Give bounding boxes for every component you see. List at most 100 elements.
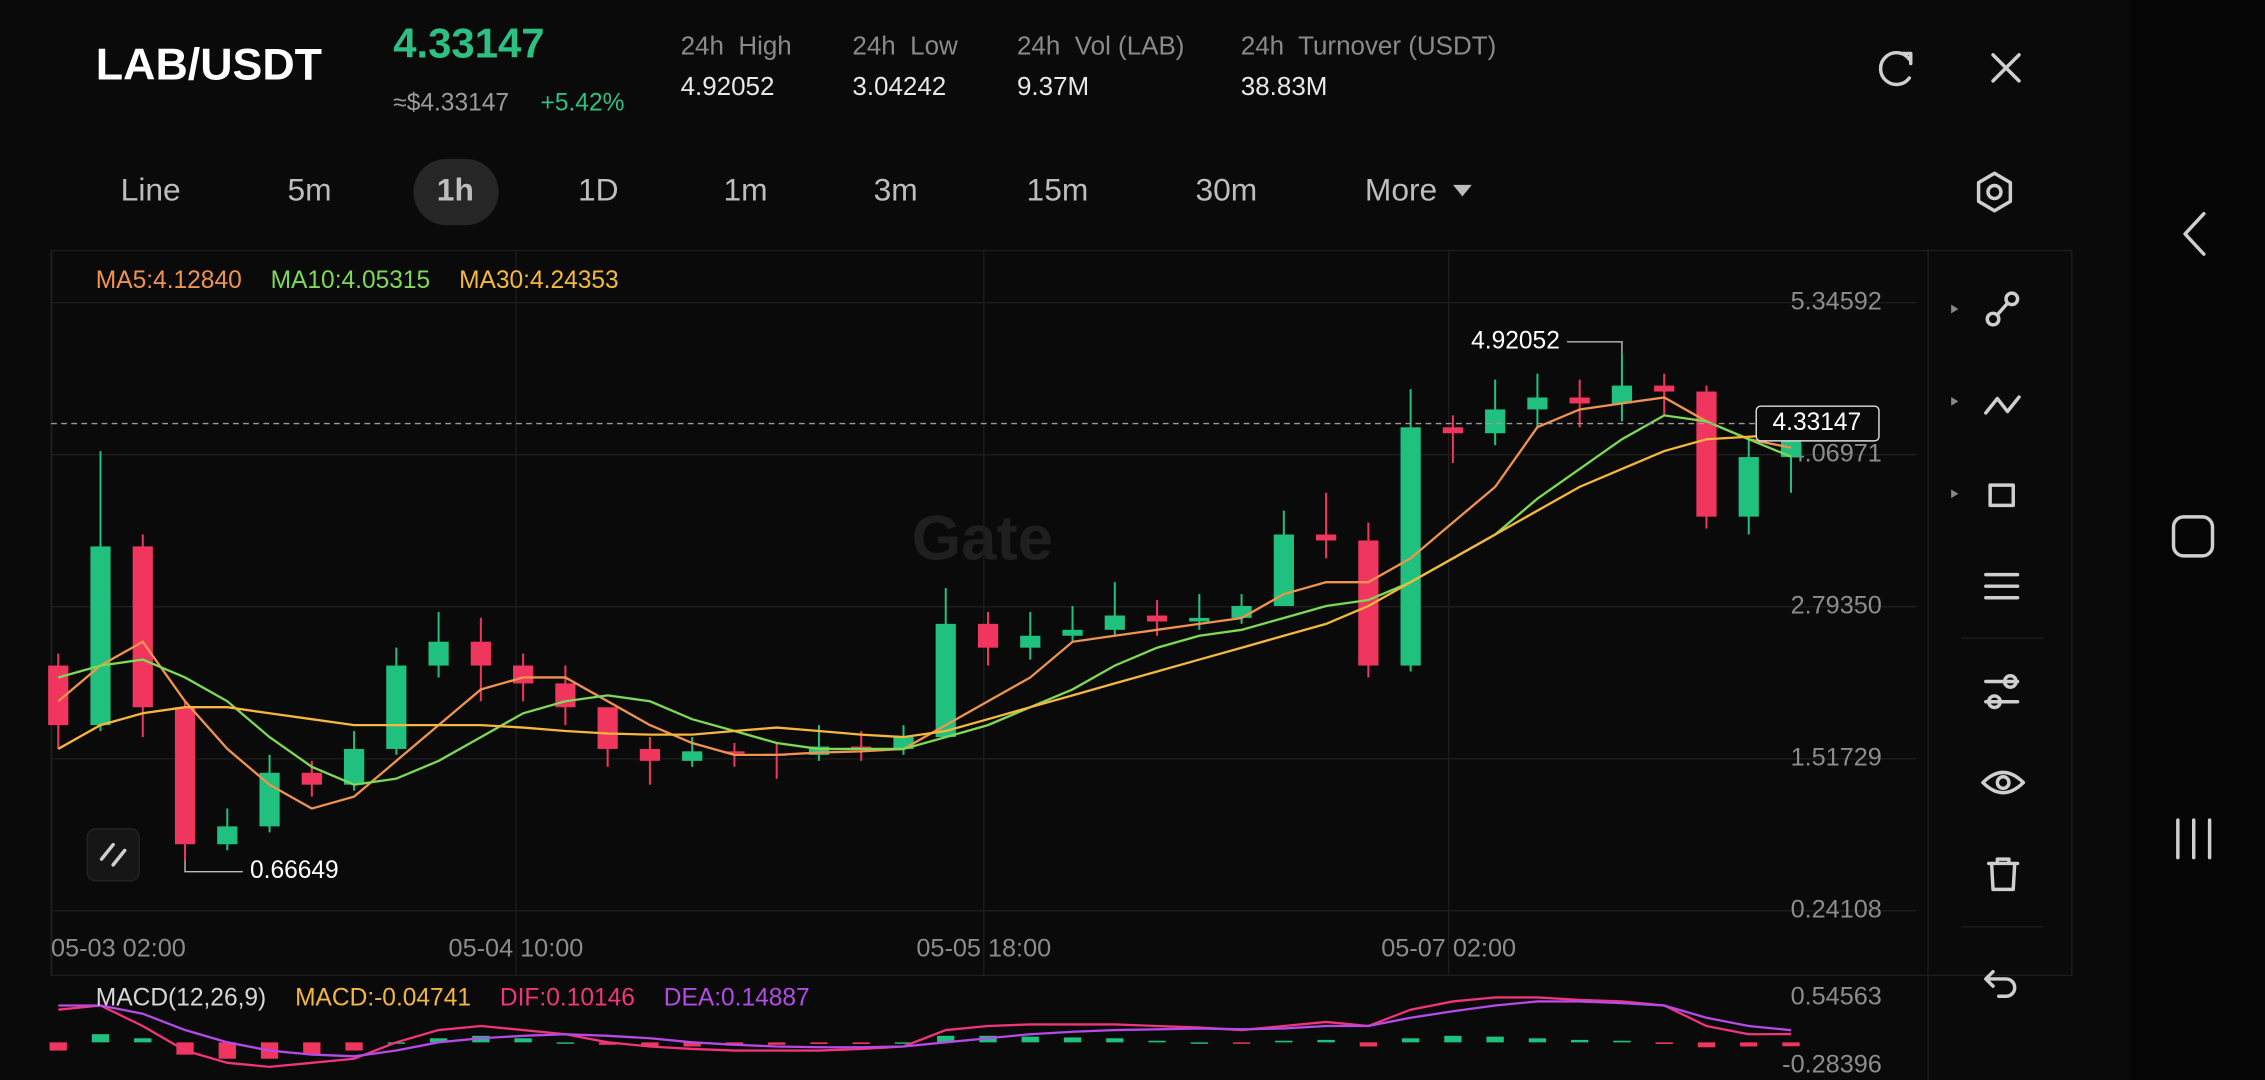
- stat-label: 24h Turnover (USDT): [1241, 31, 1496, 61]
- undo-tool[interactable]: [1984, 969, 2017, 998]
- nav-recents[interactable]: [2176, 818, 2212, 860]
- candle-body: [48, 665, 69, 726]
- shape-tool[interactable]: [1988, 483, 2015, 508]
- min-leader: [184, 860, 243, 873]
- last-price: 4.33147: [393, 19, 544, 66]
- y-tick-label: -0.28396: [1782, 1050, 1882, 1078]
- timeframe-button[interactable]: 15m: [1027, 171, 1089, 207]
- candle-body: [1611, 385, 1633, 404]
- last-price-tag-bg: [1755, 405, 1880, 442]
- timeframe-button[interactable]: More: [1365, 171, 1437, 207]
- timeframe-button[interactable]: 1h: [437, 171, 474, 207]
- candle-body: [1569, 397, 1590, 404]
- drawing-toolbar: [1951, 291, 2044, 998]
- candle-body: [977, 623, 999, 648]
- candle-body: [1104, 615, 1125, 630]
- nav-back[interactable]: [2183, 211, 2206, 256]
- timeframe-button[interactable]: 5m: [287, 171, 331, 207]
- ma-line: [57, 396, 1792, 810]
- macd-bar: [345, 1042, 363, 1051]
- indicator-tool[interactable]: [1984, 673, 2020, 710]
- candle-body: [1316, 534, 1337, 541]
- candle-body: [1400, 427, 1421, 666]
- candle-body: [1189, 617, 1210, 622]
- macd-bar: [1063, 1037, 1082, 1043]
- timeframe-button[interactable]: 1m: [723, 171, 767, 207]
- macd-bar: [1528, 1038, 1547, 1043]
- legend-entry: MACD:-0.04741: [295, 985, 471, 1012]
- settings-button[interactable]: [1976, 171, 2013, 213]
- candle-body: [1527, 397, 1548, 410]
- macd-bar: [1486, 1036, 1504, 1043]
- candle-body: [1738, 457, 1759, 517]
- x-tick-label: 05-04 10:00: [449, 935, 584, 963]
- timeframe-button[interactable]: 30m: [1195, 171, 1257, 207]
- macd-bar: [1190, 1042, 1208, 1044]
- macd-bar: [1106, 1038, 1124, 1043]
- refresh-button[interactable]: [1878, 51, 1913, 87]
- candle-body: [1146, 615, 1168, 622]
- last-price-tag: 4.33147: [1773, 409, 1862, 436]
- candle-body: [1654, 385, 1675, 392]
- macd-line: [58, 1000, 1792, 1058]
- macd-bar: [810, 1042, 828, 1045]
- candle-body: [174, 707, 196, 845]
- expand-carets: [1951, 304, 1959, 499]
- candle-body: [597, 707, 618, 749]
- legend-entry: MA5:4.12840: [96, 267, 242, 294]
- stat-label: 24h Vol (LAB): [1017, 31, 1184, 61]
- macd-bar: [49, 1042, 67, 1051]
- macd-bar: [1317, 1039, 1335, 1043]
- nav-home[interactable]: [2171, 515, 2215, 558]
- candle-body: [808, 746, 830, 755]
- macd-bar: [1359, 1042, 1378, 1047]
- macd-bar: [514, 1038, 532, 1043]
- candle-body: [851, 746, 872, 749]
- candle-body: [343, 748, 365, 785]
- candle-body: [1358, 540, 1379, 666]
- candle-body: [132, 546, 153, 708]
- trend-line-tool[interactable]: [1985, 291, 2020, 327]
- macd-bar: [1613, 1040, 1631, 1043]
- stat-label: 24h Low: [852, 31, 958, 61]
- close-button[interactable]: [1991, 53, 2021, 83]
- macd-bar: [1148, 1040, 1166, 1043]
- chart-mode-button[interactable]: [86, 828, 140, 882]
- fib-tool[interactable]: [1984, 395, 2021, 415]
- max-leader: [1567, 341, 1623, 354]
- legend-entry: DEA:0.14887: [664, 985, 810, 1012]
- y-tick-label: 0.54563: [1791, 982, 1882, 1010]
- timeframe-button[interactable]: 3m: [874, 171, 918, 207]
- candle-body: [1062, 629, 1083, 636]
- visibility-tool[interactable]: [1981, 770, 2026, 795]
- candle-body: [386, 665, 407, 749]
- active-timeframe-bg: [413, 158, 499, 226]
- min-label: 0.66649: [250, 857, 339, 884]
- macd-bar: [598, 1042, 617, 1045]
- macd-bar: [1740, 1042, 1758, 1047]
- nav-bar: [2130, 0, 2265, 1080]
- macd-bar: [1275, 1040, 1293, 1043]
- timeframe-button[interactable]: 1D: [578, 171, 619, 207]
- adjust-tool[interactable]: [1984, 572, 2020, 600]
- macd-title: MACD(12,26,9): [96, 985, 266, 1012]
- candle-body: [259, 772, 280, 827]
- macd-bar: [1021, 1036, 1039, 1043]
- candle-body: [470, 641, 491, 666]
- x-tick-label: 05-05 18:00: [916, 935, 1051, 963]
- candle-body: [1273, 534, 1294, 606]
- macd-bar: [134, 1038, 152, 1043]
- x-tick-label: 05-07 02:00: [1381, 935, 1516, 963]
- macd-bar: [1444, 1035, 1462, 1043]
- delete-tool[interactable]: [1986, 857, 2020, 892]
- candle-body: [513, 665, 534, 684]
- macd-bar: [1697, 1042, 1716, 1048]
- candle-body: [301, 772, 322, 785]
- stat-value: 38.83M: [1241, 71, 1328, 101]
- timeframe-button[interactable]: Line: [121, 171, 181, 207]
- macd-bar: [1232, 1042, 1251, 1044]
- candle-body: [1485, 409, 1506, 434]
- macd-bar: [852, 1042, 870, 1045]
